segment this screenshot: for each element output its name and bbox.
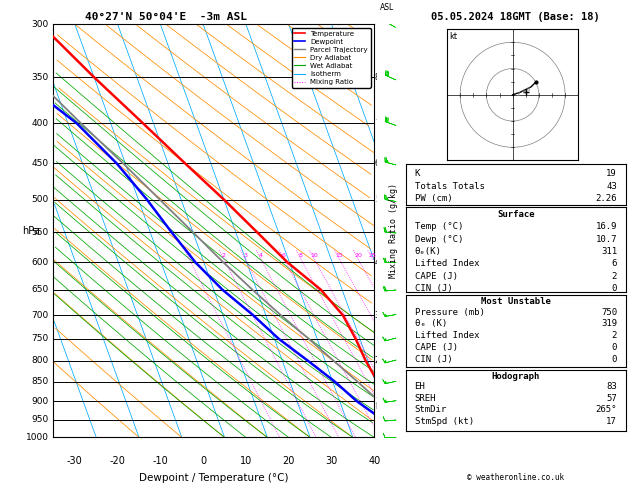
Text: -30: -30 bbox=[67, 456, 83, 466]
Text: CIN (J): CIN (J) bbox=[415, 284, 452, 293]
Text: 83: 83 bbox=[606, 382, 617, 391]
Text: 1: 1 bbox=[375, 397, 380, 406]
Text: 3: 3 bbox=[243, 253, 247, 258]
Text: 6: 6 bbox=[375, 159, 380, 168]
Text: 850: 850 bbox=[31, 377, 48, 386]
Text: 20: 20 bbox=[354, 253, 362, 258]
Text: 40°27'N 50°04'E  -3m ASL: 40°27'N 50°04'E -3m ASL bbox=[85, 12, 247, 22]
Text: 25: 25 bbox=[369, 253, 377, 258]
Text: 05.05.2024 18GMT (Base: 18): 05.05.2024 18GMT (Base: 18) bbox=[431, 12, 600, 22]
Text: StmSpd (kt): StmSpd (kt) bbox=[415, 417, 474, 426]
Text: Pressure (mb): Pressure (mb) bbox=[415, 308, 484, 317]
Text: 6: 6 bbox=[282, 253, 286, 258]
Text: Temp (°C): Temp (°C) bbox=[415, 223, 463, 231]
Text: 2.26: 2.26 bbox=[596, 194, 617, 203]
Text: 0: 0 bbox=[611, 343, 617, 352]
Text: 16.9: 16.9 bbox=[596, 223, 617, 231]
Text: 319: 319 bbox=[601, 319, 617, 329]
Text: 5: 5 bbox=[375, 195, 380, 204]
Text: 600: 600 bbox=[31, 258, 48, 267]
Text: Dewp (°C): Dewp (°C) bbox=[415, 235, 463, 243]
Text: 750: 750 bbox=[31, 334, 48, 343]
Text: 4: 4 bbox=[259, 253, 263, 258]
Text: © weatheronline.co.uk: © weatheronline.co.uk bbox=[467, 473, 564, 482]
Text: 400: 400 bbox=[31, 119, 48, 127]
Text: SREH: SREH bbox=[415, 394, 436, 403]
Text: km
ASL: km ASL bbox=[380, 0, 394, 12]
Text: 19: 19 bbox=[606, 169, 617, 178]
Text: 1000: 1000 bbox=[26, 433, 48, 442]
Text: 550: 550 bbox=[31, 228, 48, 237]
Text: 0: 0 bbox=[200, 456, 206, 466]
Text: Hodograph: Hodograph bbox=[492, 372, 540, 382]
Text: CIN (J): CIN (J) bbox=[415, 355, 452, 364]
Text: 3: 3 bbox=[375, 311, 380, 319]
Text: 20: 20 bbox=[282, 456, 295, 466]
Text: 10: 10 bbox=[311, 253, 318, 258]
Text: 30: 30 bbox=[325, 456, 338, 466]
Text: Lifted Index: Lifted Index bbox=[415, 260, 479, 268]
Text: 2: 2 bbox=[222, 253, 226, 258]
Text: 800: 800 bbox=[31, 356, 48, 365]
Text: 4: 4 bbox=[375, 258, 380, 267]
Text: 265°: 265° bbox=[596, 405, 617, 415]
Text: 4: 4 bbox=[522, 89, 525, 94]
Text: 40: 40 bbox=[368, 456, 381, 466]
Text: Dewpoint / Temperature (°C): Dewpoint / Temperature (°C) bbox=[139, 472, 289, 483]
Text: Surface: Surface bbox=[497, 210, 535, 220]
Text: LCL: LCL bbox=[375, 402, 389, 412]
Text: θₑ (K): θₑ (K) bbox=[415, 319, 447, 329]
Text: Mixing Ratio (g/kg): Mixing Ratio (g/kg) bbox=[389, 183, 398, 278]
Text: 2: 2 bbox=[611, 272, 617, 281]
Text: 0: 0 bbox=[611, 284, 617, 293]
Text: 1: 1 bbox=[187, 253, 191, 258]
Text: 17: 17 bbox=[606, 417, 617, 426]
Text: 350: 350 bbox=[31, 73, 48, 82]
Text: -20: -20 bbox=[109, 456, 126, 466]
Text: 43: 43 bbox=[606, 182, 617, 191]
Text: 15: 15 bbox=[336, 253, 343, 258]
Text: 700: 700 bbox=[31, 311, 48, 319]
Text: -10: -10 bbox=[152, 456, 169, 466]
Text: 8: 8 bbox=[375, 73, 380, 82]
Text: 0: 0 bbox=[611, 355, 617, 364]
Text: 2: 2 bbox=[375, 356, 380, 365]
Text: Most Unstable: Most Unstable bbox=[481, 297, 551, 307]
Text: 10.7: 10.7 bbox=[596, 235, 617, 243]
Text: θₑ(K): θₑ(K) bbox=[415, 247, 442, 256]
Text: 650: 650 bbox=[31, 285, 48, 294]
Text: 311: 311 bbox=[601, 247, 617, 256]
Text: 2: 2 bbox=[516, 92, 520, 97]
Text: 6: 6 bbox=[611, 260, 617, 268]
Text: kt: kt bbox=[450, 32, 458, 41]
Text: PW (cm): PW (cm) bbox=[415, 194, 452, 203]
Text: CAPE (J): CAPE (J) bbox=[415, 272, 457, 281]
Text: 2: 2 bbox=[611, 331, 617, 340]
Text: CAPE (J): CAPE (J) bbox=[415, 343, 457, 352]
Text: 500: 500 bbox=[31, 195, 48, 204]
Text: 6: 6 bbox=[527, 87, 531, 92]
Text: EH: EH bbox=[415, 382, 425, 391]
Text: 750: 750 bbox=[601, 308, 617, 317]
Text: K: K bbox=[415, 169, 420, 178]
Text: 8: 8 bbox=[299, 253, 303, 258]
Text: Totals Totals: Totals Totals bbox=[415, 182, 484, 191]
Text: 450: 450 bbox=[31, 159, 48, 168]
Legend: Temperature, Dewpoint, Parcel Trajectory, Dry Adiabat, Wet Adiabat, Isotherm, Mi: Temperature, Dewpoint, Parcel Trajectory… bbox=[292, 28, 370, 88]
Text: 950: 950 bbox=[31, 416, 48, 424]
Text: 900: 900 bbox=[31, 397, 48, 406]
Text: 10: 10 bbox=[240, 456, 252, 466]
Text: 57: 57 bbox=[606, 394, 617, 403]
Text: hPa: hPa bbox=[22, 226, 40, 236]
Text: StmDir: StmDir bbox=[415, 405, 447, 415]
Text: 7: 7 bbox=[375, 119, 380, 127]
Text: Lifted Index: Lifted Index bbox=[415, 331, 479, 340]
Text: 300: 300 bbox=[31, 20, 48, 29]
